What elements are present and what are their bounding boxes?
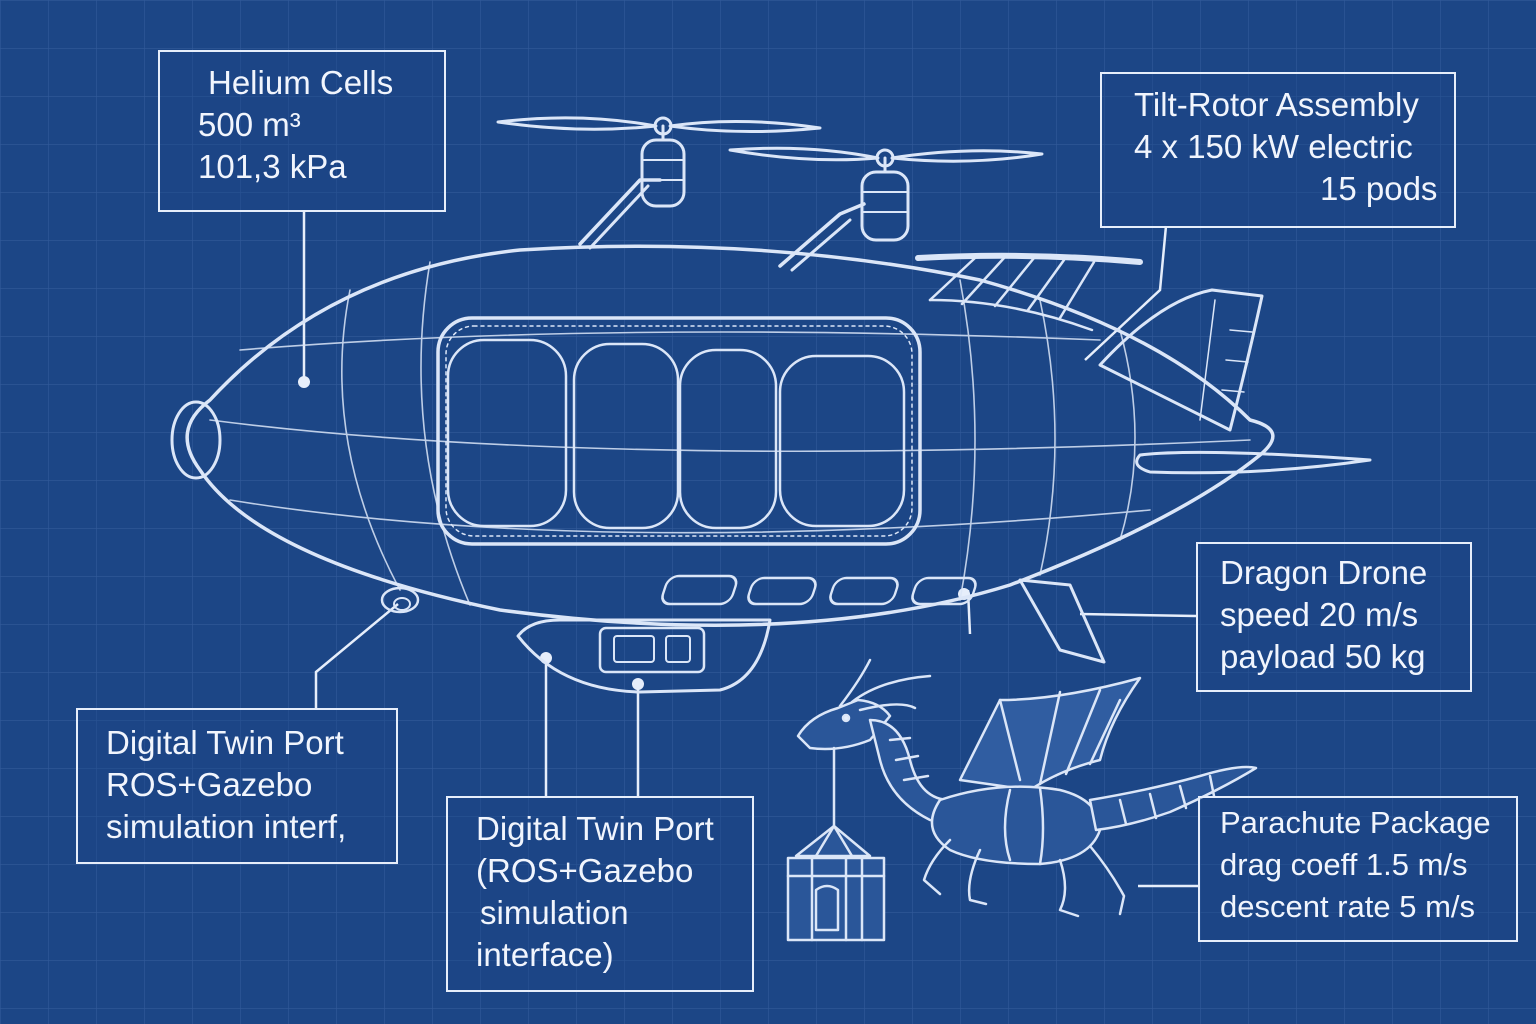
side-window (829, 576, 899, 606)
port-anchor-dot (632, 678, 644, 690)
helium-cells (446, 338, 906, 530)
tilt-rotor-left (496, 116, 822, 250)
tilt-rotor-right (728, 146, 1044, 272)
tail-fin-lower (1018, 578, 1106, 664)
callout-line: 4 x 150 kW electric (1134, 128, 1413, 165)
dragon-leg (922, 838, 1126, 918)
callout-title: Dragon Drone (1220, 554, 1428, 591)
tail-fin-horizontal (1135, 450, 1372, 475)
side-window (911, 576, 977, 606)
callout-line: 500 m³ (198, 106, 301, 143)
callout-line: descent rate 5 m/s (1220, 889, 1476, 924)
callout-tilt-rotor: Tilt-Rotor Assembly 4 x 150 kW electric … (1100, 72, 1456, 228)
helium-anchor-dot (298, 376, 310, 388)
callout-line: simulation interf, (106, 808, 347, 845)
digital-twin-port (380, 586, 420, 614)
tail-fin-upper (1098, 288, 1264, 432)
callout-dragon-drone: Dragon Drone speed 20 m/s payload 50 kg (1196, 542, 1472, 692)
propeller-blade (668, 119, 822, 134)
callout-digital-twin-port-left: Digital Twin Port ROS+Gazebo simulation … (76, 708, 398, 864)
callout-line: 101,3 kPa (198, 148, 347, 185)
callout-digital-twin-port-center: Digital Twin Port (ROS+Gazebo simulation… (446, 796, 754, 992)
harness (1003, 786, 1045, 866)
parachute-package (786, 746, 886, 942)
helium-cell (446, 338, 568, 528)
callout-title: Digital Twin Port (476, 810, 714, 847)
callout-line: (ROS+Gazebo (476, 852, 694, 889)
nose-cone (170, 400, 222, 480)
callout-helium-cells: Helium Cells 500 m³ 101,3 kPa (158, 50, 446, 212)
side-window (661, 574, 738, 606)
callout-line: simulation (480, 894, 629, 931)
callout-line: payload 50 kg (1220, 638, 1426, 675)
callout-line: interface) (476, 936, 614, 973)
callout-title: Parachute Package (1220, 805, 1491, 840)
callout-title: Tilt-Rotor Assembly (1134, 86, 1419, 123)
helium-cell-bay (436, 316, 922, 546)
callout-title: Helium Cells (208, 64, 394, 101)
gondola (516, 618, 772, 694)
dragon-drone (796, 658, 1258, 918)
side-windows (661, 574, 977, 606)
callout-parachute-package: Parachute Package drag coeff 1.5 m/s des… (1198, 796, 1518, 942)
callout-title: Digital Twin Port (106, 724, 344, 761)
dragon-body (930, 785, 1102, 866)
helium-cell (778, 354, 906, 528)
helium-cell (678, 348, 778, 530)
callout-line: 15 pods (1320, 170, 1438, 207)
propeller-blade (890, 149, 1044, 163)
callout-line: speed 20 m/s (1220, 596, 1419, 633)
dragon-tail (1088, 765, 1258, 832)
cargo-crate (786, 856, 886, 942)
callout-line: ROS+Gazebo (106, 766, 313, 803)
helium-cell (572, 342, 680, 530)
side-window (747, 576, 817, 606)
callout-line: drag coeff 1.5 m/s (1220, 847, 1468, 882)
